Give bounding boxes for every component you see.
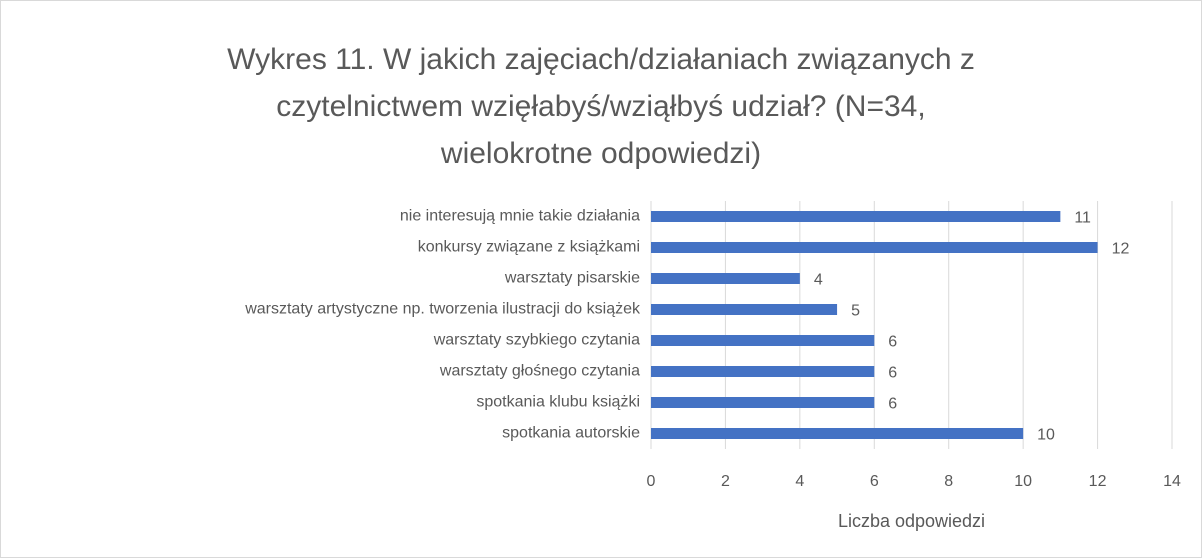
data-label: 11 bbox=[1074, 210, 1091, 227]
bar bbox=[651, 242, 1098, 253]
x-tick-label: 6 bbox=[870, 473, 879, 490]
bar bbox=[651, 211, 1061, 222]
x-tick-label: 10 bbox=[1014, 473, 1032, 490]
bar bbox=[651, 273, 800, 284]
bar bbox=[651, 304, 838, 315]
data-label: 6 bbox=[888, 396, 897, 413]
y-tick-label: spotkania klubu książki bbox=[476, 394, 640, 411]
y-tick-label: warsztaty szybkiego czytania bbox=[433, 332, 640, 349]
bar bbox=[651, 428, 1024, 439]
chart-title: Wykres 11. W jakich zajęciach/działaniac… bbox=[227, 43, 975, 170]
x-tick-label: 2 bbox=[721, 473, 730, 490]
x-axis-label: Liczba odpowiedzi bbox=[838, 511, 985, 531]
y-tick-label: konkursy związane z książkami bbox=[418, 239, 640, 256]
x-tick-label: 14 bbox=[1163, 473, 1181, 490]
x-tick-label: 12 bbox=[1089, 473, 1107, 490]
x-tick-label: 0 bbox=[647, 473, 656, 490]
data-label: 10 bbox=[1037, 427, 1055, 444]
y-tick-label: warsztaty głośnego czytania bbox=[439, 363, 640, 380]
x-tick-label: 8 bbox=[944, 473, 953, 490]
bar bbox=[651, 335, 875, 346]
y-tick-label: warsztaty pisarskie bbox=[504, 270, 640, 287]
y-tick-label: spotkania autorskie bbox=[502, 425, 640, 442]
data-label: 12 bbox=[1112, 241, 1130, 258]
data-label: 4 bbox=[814, 272, 823, 289]
data-label: 5 bbox=[851, 303, 860, 320]
data-label: 6 bbox=[888, 334, 897, 351]
y-tick-label: nie interesują mnie takie działania bbox=[400, 208, 640, 225]
bar bbox=[651, 397, 875, 408]
y-tick-label: warsztaty artystyczne np. tworzenia ilus… bbox=[244, 301, 641, 318]
data-label: 6 bbox=[888, 365, 897, 382]
bar bbox=[651, 366, 875, 377]
x-tick-label: 4 bbox=[795, 473, 804, 490]
